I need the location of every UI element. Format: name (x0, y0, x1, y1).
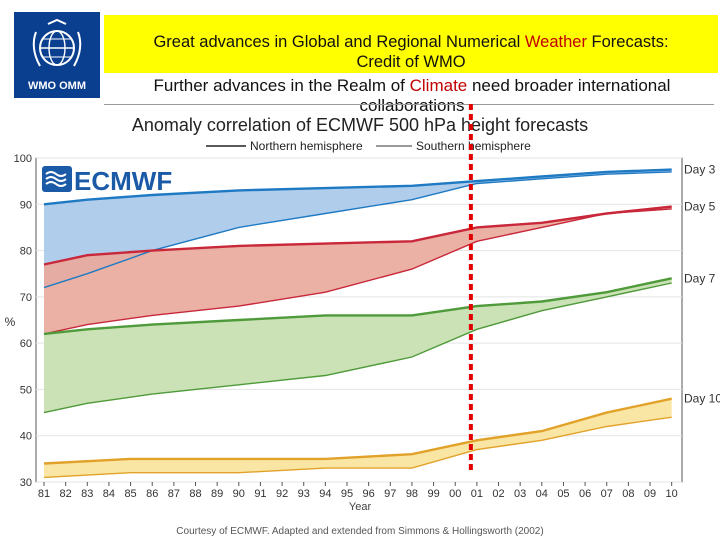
source-note: Courtesy of ECMWF. Adapted and extended … (176, 526, 543, 537)
day5-band (44, 206, 672, 334)
x-tick-label: 85 (124, 488, 136, 500)
x-tick-label: 82 (60, 488, 72, 500)
x-tick-label: 84 (103, 488, 115, 500)
x-tick-label: 87 (168, 488, 180, 500)
wmo-logo: WMO OMM (14, 12, 100, 98)
legend-label-northern: Northern hemisphere (250, 139, 363, 153)
header-rule (104, 104, 714, 105)
x-tick-label: 86 (146, 488, 158, 500)
y-tick-label: 30 (20, 477, 32, 489)
x-tick-label: 97 (384, 488, 396, 500)
wmo-globe-icon (32, 18, 82, 67)
x-tick-label: 09 (644, 488, 656, 500)
x-tick-label: 96 (363, 488, 375, 500)
ecmwf-logo: ECMWF (42, 166, 172, 196)
y-tick-label: 100 (14, 153, 32, 165)
x-tick-label: 88 (189, 488, 201, 500)
x-tick-label: 04 (536, 488, 548, 500)
x-tick-label: 03 (514, 488, 526, 500)
banner-line-2: Credit of WMO (356, 53, 466, 71)
series-label-day5: Day 5 (684, 200, 716, 214)
x-tick-label: 08 (622, 488, 634, 500)
y-axis-label: % (5, 315, 16, 329)
day5-northern-line (43, 205, 672, 266)
x-tick-label: 83 (81, 488, 93, 500)
y-tick-label: 70 (20, 292, 32, 304)
day5-southern-line (43, 208, 672, 335)
day7-northern-line (43, 277, 672, 336)
y-tick-label: 50 (20, 384, 32, 396)
x-tick-label: 07 (601, 488, 613, 500)
x-tick-label: 92 (276, 488, 288, 500)
banner-line-1-end: Forecasts: (586, 33, 669, 51)
series-label-day10: Day 10 (684, 392, 720, 406)
banner-weather-word: Weather (524, 33, 587, 51)
x-tick-label: 90 (233, 488, 245, 500)
subtitle-end: need broader international (467, 76, 671, 95)
x-tick-label: 00 (449, 488, 461, 500)
x-axis-label: Year (349, 501, 372, 513)
day10-northern-line (43, 397, 672, 465)
x-tick-label: 81 (38, 488, 50, 500)
day7-band (44, 278, 672, 413)
logo-text: WMO OMM (27, 80, 87, 92)
subtitle-start: Further advances in the Realm of (153, 76, 410, 95)
subtitle-line-2: collaborations (359, 96, 465, 115)
x-tick-label: 95 (341, 488, 353, 500)
ecmwf-wave-icon (45, 171, 67, 187)
x-tick-label: 93 (298, 488, 310, 500)
day3-southern-line (43, 171, 672, 289)
day3-band (44, 169, 672, 288)
banner-line-1-start: Great advances in Global and Regional Nu… (153, 33, 525, 51)
ecmwf-logo-text: ECMWF (74, 166, 172, 196)
x-tick-label: 01 (471, 488, 483, 500)
title-banner: Great advances in Global and Regional Nu… (104, 15, 718, 73)
banner-line-1: Great advances in Global and Regional Nu… (104, 33, 718, 52)
x-tick-label: 02 (492, 488, 504, 500)
y-tick-label: 90 (20, 199, 32, 211)
x-tick-label: 10 (666, 488, 678, 500)
y-tick-label: 40 (20, 431, 32, 443)
anomaly-correlation-chart: Anomaly correlation of ECMWF 500 hPa hei… (5, 104, 720, 537)
series-label-day3: Day 3 (684, 163, 716, 177)
subtitle-line-1: Further advances in the Realm of Climate… (104, 76, 720, 96)
x-tick-label: 05 (557, 488, 569, 500)
x-tick-label: 94 (319, 488, 331, 500)
y-tick-label: 60 (20, 338, 32, 350)
x-tick-label: 91 (254, 488, 266, 500)
x-tick-label: 06 (579, 488, 591, 500)
subtitle-climate-word: Climate (409, 76, 468, 95)
x-tick-label: 99 (427, 488, 439, 500)
y-tick-label: 80 (20, 246, 32, 258)
day10-band (44, 398, 672, 478)
day3-northern-line (43, 168, 672, 206)
day7-southern-line (43, 282, 672, 414)
legend-label-southern: Southern hemisphere (416, 139, 531, 153)
series-label-day7: Day 7 (684, 271, 716, 285)
chart-title: Anomaly correlation of ECMWF 500 hPa hei… (132, 115, 588, 135)
x-tick-label: 89 (211, 488, 223, 500)
x-tick-label: 98 (406, 488, 418, 500)
day10-southern-line (43, 416, 672, 479)
